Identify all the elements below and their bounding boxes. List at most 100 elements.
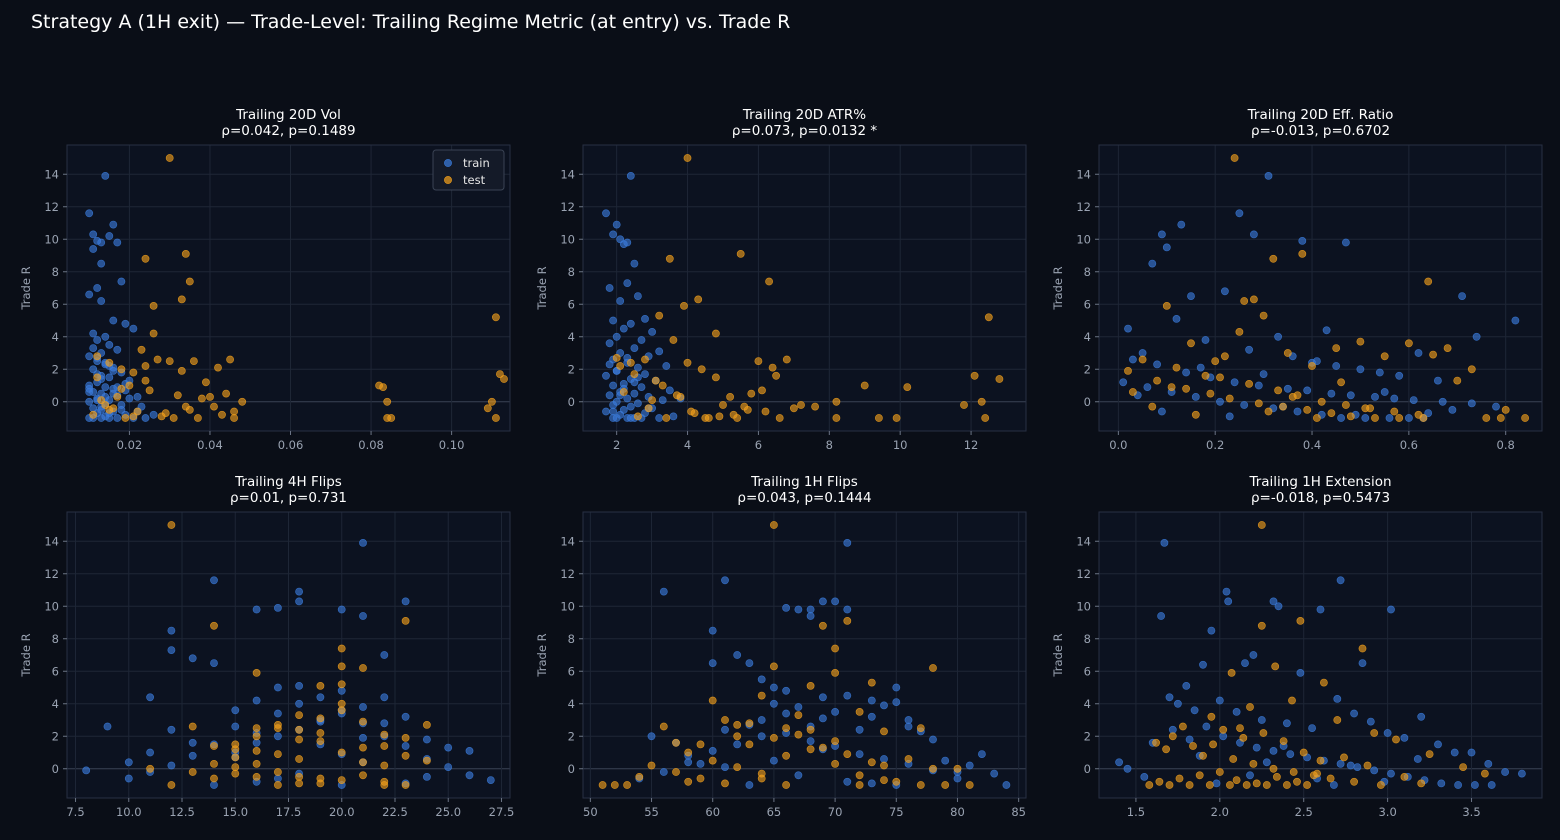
x-tick-label: 0.8 bbox=[1497, 438, 1515, 452]
test-point bbox=[1296, 617, 1305, 625]
train-point bbox=[696, 760, 705, 768]
test-point bbox=[141, 362, 150, 370]
test-point bbox=[1350, 777, 1358, 786]
train-point bbox=[146, 693, 154, 702]
train-point bbox=[733, 651, 742, 659]
test-point bbox=[105, 405, 114, 414]
train-point bbox=[1252, 743, 1261, 752]
test-point bbox=[1250, 295, 1258, 304]
test-point bbox=[1316, 756, 1325, 765]
test-point bbox=[93, 373, 102, 382]
train-point bbox=[708, 747, 717, 755]
train-point bbox=[1303, 386, 1312, 395]
train-point bbox=[1153, 360, 1161, 369]
train-point bbox=[113, 345, 122, 354]
test-point bbox=[222, 389, 230, 398]
train-point bbox=[1240, 401, 1249, 409]
test-point bbox=[680, 301, 688, 310]
test-point bbox=[273, 721, 282, 729]
test-point bbox=[337, 680, 346, 689]
test-point bbox=[782, 781, 790, 789]
train-point bbox=[93, 284, 102, 292]
train-point bbox=[1249, 651, 1258, 659]
train-point bbox=[89, 344, 98, 352]
test-point bbox=[855, 771, 864, 780]
test-point bbox=[1405, 339, 1413, 348]
test-point bbox=[860, 381, 869, 390]
test-point bbox=[1283, 781, 1291, 789]
x-tick-label: 20.0 bbox=[329, 805, 355, 819]
test-point bbox=[806, 725, 815, 734]
train-point bbox=[337, 605, 346, 614]
train-point bbox=[1361, 414, 1370, 422]
train-point bbox=[295, 597, 303, 606]
train-point bbox=[1395, 371, 1404, 380]
train-point bbox=[273, 774, 282, 783]
train-point bbox=[867, 712, 876, 721]
test-point bbox=[181, 249, 190, 258]
train-point bbox=[609, 381, 617, 390]
test-point bbox=[1209, 740, 1217, 749]
test-point bbox=[1361, 404, 1370, 413]
x-tick-label: 0.04 bbox=[197, 438, 223, 452]
train-point bbox=[1162, 243, 1171, 252]
train-point bbox=[97, 414, 106, 422]
x-tick-label: 50 bbox=[583, 805, 598, 819]
train-point bbox=[745, 781, 754, 789]
test-point bbox=[831, 737, 839, 745]
train-point bbox=[1196, 363, 1205, 372]
train-point bbox=[113, 414, 122, 422]
test-point bbox=[97, 396, 106, 404]
train-point bbox=[1201, 336, 1210, 344]
test-point bbox=[867, 758, 876, 767]
train-point bbox=[843, 605, 852, 614]
train-point bbox=[782, 686, 790, 695]
train-point bbox=[605, 284, 614, 292]
test-point bbox=[721, 779, 729, 788]
train-point bbox=[659, 768, 668, 776]
y-tick-label: 6 bbox=[1084, 664, 1091, 678]
test-point bbox=[647, 761, 656, 770]
test-point bbox=[137, 345, 146, 354]
train-point bbox=[1177, 220, 1186, 229]
test-point bbox=[1252, 779, 1261, 788]
train-point bbox=[1487, 781, 1496, 789]
test-point bbox=[1148, 402, 1157, 411]
train-point bbox=[444, 763, 453, 771]
y-tick-label: 6 bbox=[568, 297, 575, 311]
test-point bbox=[141, 376, 150, 385]
test-point bbox=[757, 774, 766, 783]
train-point bbox=[806, 737, 815, 745]
test-point bbox=[965, 781, 974, 789]
train-point bbox=[612, 414, 621, 422]
test-point bbox=[1337, 378, 1345, 387]
train-point bbox=[1160, 539, 1169, 547]
train-point bbox=[1353, 763, 1362, 771]
subplot-6: 0 2 4 6 8 10 12 14 1.5 2.0 2.5 3.0 3.5 Trade R Trailin… bbox=[1051, 474, 1543, 819]
train-point bbox=[273, 732, 282, 741]
y-tick-label: 8 bbox=[568, 632, 575, 646]
train-point bbox=[1002, 781, 1011, 789]
test-point bbox=[684, 748, 693, 757]
train-point bbox=[1316, 605, 1325, 614]
test-point bbox=[1501, 405, 1510, 414]
x-tick-label: 0.2 bbox=[1206, 438, 1224, 452]
axes-frame bbox=[582, 144, 1027, 432]
test-point bbox=[1424, 277, 1433, 286]
test-point bbox=[491, 414, 500, 422]
test-point bbox=[1182, 384, 1190, 393]
train-point bbox=[359, 612, 367, 620]
train-point bbox=[662, 362, 671, 370]
test-point bbox=[146, 764, 154, 773]
y-tick-label: 10 bbox=[560, 232, 575, 246]
train-point bbox=[843, 691, 852, 700]
test-point bbox=[1340, 753, 1348, 762]
train-point bbox=[648, 327, 656, 336]
train-point bbox=[1448, 405, 1457, 414]
test-point bbox=[651, 376, 660, 385]
train-point bbox=[380, 693, 389, 702]
train-point bbox=[109, 220, 118, 229]
y-tick-label: 6 bbox=[1084, 297, 1091, 311]
train-point bbox=[1174, 699, 1182, 708]
train-point bbox=[295, 699, 303, 708]
